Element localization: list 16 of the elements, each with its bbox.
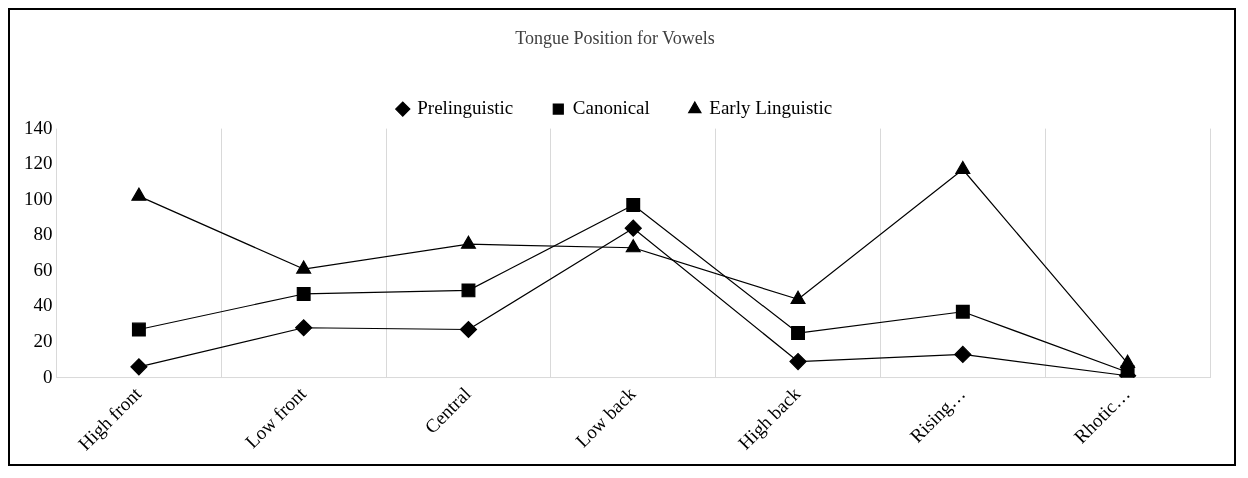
x-tick-label: Low back (571, 382, 640, 452)
x-tick-label: Low front (241, 382, 311, 453)
y-tick-label: 60 (33, 258, 53, 280)
legend-label: Early Linguistic (709, 97, 833, 119)
y-tick-label: 140 (24, 116, 53, 138)
y-tick-label: 100 (24, 187, 53, 209)
y-tick-label: 0 (43, 365, 53, 387)
y-tick-label: 120 (24, 152, 53, 174)
x-tick-label: High front (74, 382, 146, 455)
legend-label: Prelinguistic (417, 97, 514, 119)
x-tick-label: High back (733, 382, 805, 454)
y-tick-label: 20 (33, 329, 53, 351)
y-tick-label: 40 (33, 294, 53, 316)
legend-label: Canonical (572, 97, 650, 119)
y-tick-label: 80 (33, 223, 53, 245)
chart-title: Tongue Position for Vowels (515, 27, 715, 48)
